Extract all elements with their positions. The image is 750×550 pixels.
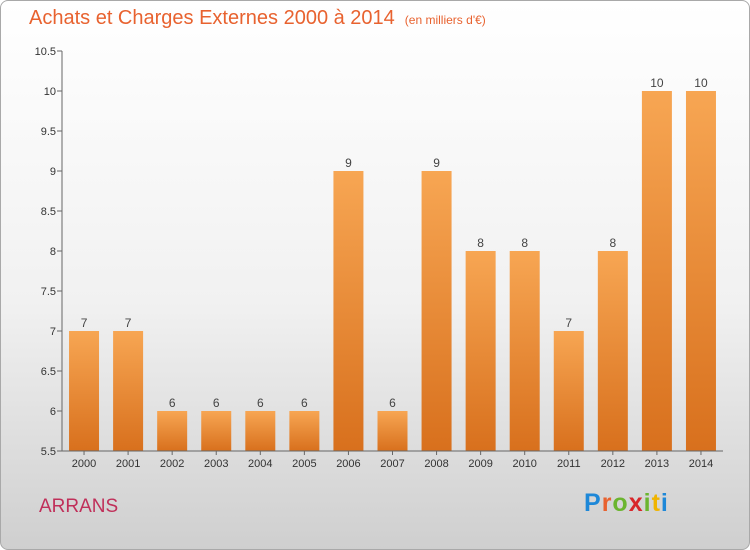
data-label-2002: 6 bbox=[169, 396, 176, 410]
place-name: ARRANS bbox=[39, 496, 119, 517]
y-tick-label: 7 bbox=[50, 326, 56, 338]
bars: 7 7 6 6 6 6 9 6 9 8 8 7 8 10 10 bbox=[69, 76, 716, 451]
x-tick-label-2010: 2010 bbox=[512, 458, 536, 470]
data-label-2009: 8 bbox=[477, 236, 484, 250]
bar-2004 bbox=[245, 411, 276, 451]
y-tick-label: 6 bbox=[50, 406, 56, 418]
x-tick-label-2011: 2011 bbox=[557, 458, 581, 470]
x-tick-label-2009: 2009 bbox=[468, 458, 492, 470]
x-tick-label-2003: 2003 bbox=[204, 458, 228, 470]
data-label-2013: 10 bbox=[650, 76, 664, 90]
y-tick-label: 7.5 bbox=[41, 286, 56, 298]
x-tick-label-2007: 2007 bbox=[380, 458, 404, 470]
bar-2002 bbox=[157, 411, 188, 451]
logo-letter: i bbox=[643, 489, 652, 517]
bar-2012 bbox=[597, 251, 628, 451]
y-tick-label: 10 bbox=[44, 86, 56, 98]
x-tick-label-2013: 2013 bbox=[645, 458, 669, 470]
data-label-2004: 6 bbox=[257, 396, 264, 410]
data-label-2010: 8 bbox=[521, 236, 528, 250]
data-label-2005: 6 bbox=[301, 396, 308, 410]
x-tick-label-2002: 2002 bbox=[160, 458, 184, 470]
data-label-2003: 6 bbox=[213, 396, 220, 410]
bar-2005 bbox=[289, 411, 320, 451]
bar-2010 bbox=[509, 251, 540, 451]
bar-2014 bbox=[685, 91, 716, 451]
x-axis: 2000 2001 2002 2003 2004 2005 2006 2007 2008 2009… bbox=[62, 450, 723, 470]
bar-2013 bbox=[641, 91, 672, 451]
bar-2008 bbox=[421, 171, 452, 451]
x-tick-label-2006: 2006 bbox=[336, 458, 360, 470]
x-tick-label-2014: 2014 bbox=[689, 458, 713, 470]
data-label-2000: 7 bbox=[81, 316, 88, 330]
y-tick-label: 6.5 bbox=[41, 366, 56, 378]
data-label-2001: 7 bbox=[125, 316, 132, 330]
data-label-2012: 8 bbox=[609, 236, 616, 250]
y-tick-label: 9 bbox=[50, 166, 56, 178]
chart-subtitle: (en milliers d'€) bbox=[404, 13, 486, 27]
x-tick-label-2001: 2001 bbox=[116, 458, 140, 470]
y-tick-label: 8 bbox=[50, 246, 56, 258]
bar-2006 bbox=[333, 171, 364, 451]
y-axis: 5.5 6 6.5 7 7.5 8 8.5 9 9.5 10 10.5 bbox=[35, 46, 63, 458]
x-tick-label-2005: 2005 bbox=[292, 458, 316, 470]
logo-letter: o bbox=[612, 489, 629, 517]
data-label-2014: 10 bbox=[694, 76, 708, 90]
bar-2000 bbox=[69, 331, 100, 451]
x-tick-label-2008: 2008 bbox=[424, 458, 448, 470]
chart-title-text: Achats et Charges Externes 2000 à 2014 bbox=[29, 7, 395, 29]
chart-title: Achats et Charges Externes 2000 à 2014 (e… bbox=[29, 7, 486, 30]
logo-letter: P bbox=[584, 489, 602, 517]
y-tick-label: 5.5 bbox=[41, 446, 56, 458]
x-tick-label-2012: 2012 bbox=[601, 458, 625, 470]
x-tick-label-2000: 2000 bbox=[72, 458, 96, 470]
data-label-2011: 7 bbox=[565, 316, 572, 330]
y-tick-label: 8.5 bbox=[41, 206, 56, 218]
y-tick-label: 10.5 bbox=[35, 46, 56, 58]
data-label-2008: 9 bbox=[433, 156, 440, 170]
x-tick-label-2004: 2004 bbox=[248, 458, 272, 470]
proxiti-logo: Proxiti bbox=[584, 489, 669, 518]
bar-2001 bbox=[113, 331, 144, 451]
logo-letter: x bbox=[628, 489, 644, 517]
data-label-2007: 6 bbox=[389, 396, 396, 410]
bar-2011 bbox=[553, 331, 584, 451]
logo-letter: i bbox=[660, 489, 669, 517]
bar-2007 bbox=[377, 411, 408, 451]
data-label-2006: 9 bbox=[345, 156, 352, 170]
logo-letter: r bbox=[601, 489, 613, 517]
y-tick-label: 9.5 bbox=[41, 126, 56, 138]
bar-2009 bbox=[465, 251, 496, 451]
bar-2003 bbox=[201, 411, 232, 451]
logo-letter: t bbox=[651, 489, 661, 517]
